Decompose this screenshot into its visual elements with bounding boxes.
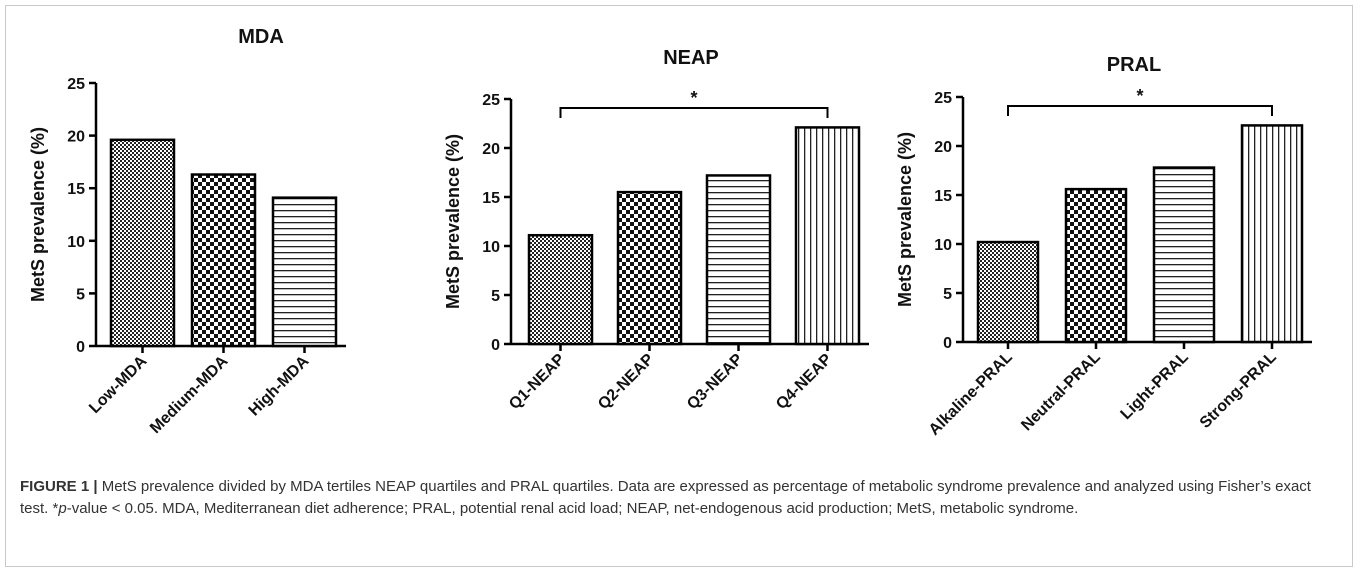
- bar: [527, 233, 594, 346]
- y-axis-label: MetS prevalence (%): [443, 134, 463, 309]
- bar: [976, 240, 1040, 344]
- y-tick-label: 5: [76, 286, 85, 303]
- caption-figure-label: FIGURE 1 |: [20, 478, 98, 495]
- significance-label: *: [690, 88, 697, 108]
- x-tick-label: Q2-NEAP: [595, 351, 658, 414]
- y-tick-label: 15: [67, 181, 85, 198]
- y-tick-label: 25: [934, 90, 952, 107]
- bar: [794, 126, 861, 346]
- bar: [1152, 166, 1216, 344]
- bar: [190, 173, 257, 348]
- y-tick-label: 10: [934, 237, 952, 254]
- chart-1: NEAP MetS prevalence (%) 0 5 10 15 20 25 Q1-NEAP…: [443, 47, 869, 413]
- x-tick-label: High-MDA: [246, 352, 313, 419]
- y-tick-label: 5: [491, 288, 500, 305]
- y-tick-label: 20: [934, 139, 952, 156]
- caption-text-part-2: -value < 0.05. MDA, Mediterranean diet a…: [66, 500, 1079, 517]
- y-tick-label: 0: [76, 339, 85, 356]
- y-tick-label: 10: [67, 234, 85, 251]
- bar: [109, 138, 176, 348]
- x-tick-label: Q1-NEAP: [506, 351, 569, 414]
- y-tick-label: 15: [482, 190, 500, 207]
- caption-text-part-1: MetS prevalence divided by MDA tertiles …: [20, 478, 1311, 517]
- y-tick-label: 5: [943, 286, 952, 303]
- significance-bracket: [559, 107, 829, 118]
- y-tick-label: 25: [482, 92, 500, 109]
- y-tick-label: 0: [943, 335, 952, 352]
- y-tick-label: 20: [67, 129, 85, 146]
- y-axis-label: MetS prevalence (%): [28, 127, 48, 302]
- chart-title: NEAP: [663, 47, 719, 69]
- y-tick-label: 25: [67, 76, 85, 93]
- x-tick-label: Light-PRAL: [1118, 349, 1192, 423]
- bar: [271, 196, 338, 348]
- x-tick-label: Low-MDA: [86, 352, 150, 416]
- y-tick-label: 10: [482, 239, 500, 256]
- chart-2: PRAL MetS prevalence (%) 0 5 10 15 20 25 Alkalin…: [895, 54, 1312, 439]
- significance-bracket: [1007, 105, 1273, 116]
- x-tick-label: Q4-NEAP: [773, 351, 836, 414]
- x-tick-label: Q3-NEAP: [684, 351, 747, 414]
- bar: [1064, 187, 1128, 344]
- y-tick-label: 20: [482, 141, 500, 158]
- x-tick-label: Strong-PRAL: [1197, 349, 1280, 432]
- y-tick-label: 0: [491, 337, 500, 354]
- chart-0: MDA MetS prevalence (%) 0 5 10 15 20 25 Low-MDAM…: [28, 26, 346, 437]
- y-tick-label: 15: [934, 188, 952, 205]
- x-tick-label: Medium-MDA: [147, 352, 232, 437]
- significance-label: *: [1136, 86, 1143, 106]
- bar: [705, 174, 772, 346]
- y-axis-label: MetS prevalence (%): [895, 132, 915, 307]
- caption-p-italic: p: [58, 500, 67, 517]
- x-tick-label: Alkaline-PRAL: [926, 349, 1016, 439]
- x-tick-label: Neutral-PRAL: [1018, 349, 1104, 435]
- chart-title: MDA: [238, 26, 284, 48]
- bar: [616, 190, 683, 346]
- bar: [1240, 124, 1304, 344]
- figure-panel: MDA MetS prevalence (%) 0 5 10 15 20 25 Low-MDA M…: [5, 5, 1353, 567]
- figure-caption: FIGURE 1 | MetS prevalence divided by MD…: [20, 476, 1340, 520]
- chart-title: PRAL: [1107, 54, 1161, 76]
